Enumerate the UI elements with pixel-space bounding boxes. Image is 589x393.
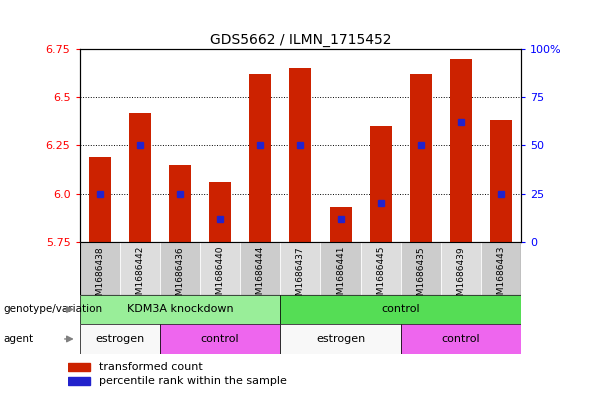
Bar [329, 207, 352, 242]
Bar [360, 242, 401, 295]
Bar [200, 242, 240, 295]
Text: control: control [201, 334, 239, 344]
Bar [320, 242, 360, 295]
Text: control: control [442, 334, 481, 344]
Text: GSM1686437: GSM1686437 [296, 246, 305, 307]
Bar [120, 242, 160, 295]
Bar [441, 242, 481, 295]
Bar [160, 324, 280, 354]
Text: GSM1686435: GSM1686435 [416, 246, 425, 307]
Text: percentile rank within the sample: percentile rank within the sample [98, 376, 286, 386]
Bar [249, 74, 272, 242]
Text: GSM1686443: GSM1686443 [497, 246, 506, 307]
Bar [490, 120, 512, 242]
Bar [289, 68, 312, 242]
Bar [481, 242, 521, 295]
Text: GSM1686439: GSM1686439 [456, 246, 465, 307]
Text: GSM1686442: GSM1686442 [135, 246, 144, 306]
Text: GSM1686445: GSM1686445 [376, 246, 385, 307]
Bar [370, 126, 392, 242]
Bar [169, 165, 191, 242]
Bar [80, 242, 120, 295]
Text: GSM1686436: GSM1686436 [176, 246, 184, 307]
Bar [80, 295, 280, 324]
Bar [450, 59, 472, 242]
Text: genotype/variation: genotype/variation [3, 305, 102, 314]
Bar [280, 324, 401, 354]
Text: KDM3A knockdown: KDM3A knockdown [127, 305, 233, 314]
Bar [240, 242, 280, 295]
Text: estrogen: estrogen [95, 334, 144, 344]
Bar [68, 363, 90, 371]
Text: GSM1686444: GSM1686444 [256, 246, 264, 306]
Bar [68, 377, 90, 385]
Bar [401, 242, 441, 295]
Bar [80, 324, 160, 354]
Text: GSM1686440: GSM1686440 [216, 246, 224, 307]
Text: transformed count: transformed count [98, 362, 203, 372]
Text: control: control [382, 305, 420, 314]
Bar [129, 113, 151, 242]
Text: GSM1686438: GSM1686438 [95, 246, 104, 307]
Text: agent: agent [3, 334, 33, 344]
Bar [160, 242, 200, 295]
Bar [401, 324, 521, 354]
Bar [280, 295, 521, 324]
Title: GDS5662 / ILMN_1715452: GDS5662 / ILMN_1715452 [210, 33, 391, 47]
Text: estrogen: estrogen [316, 334, 365, 344]
Text: GSM1686441: GSM1686441 [336, 246, 345, 307]
Bar [88, 157, 111, 242]
Bar [280, 242, 320, 295]
Bar [209, 182, 231, 242]
Bar [410, 74, 432, 242]
